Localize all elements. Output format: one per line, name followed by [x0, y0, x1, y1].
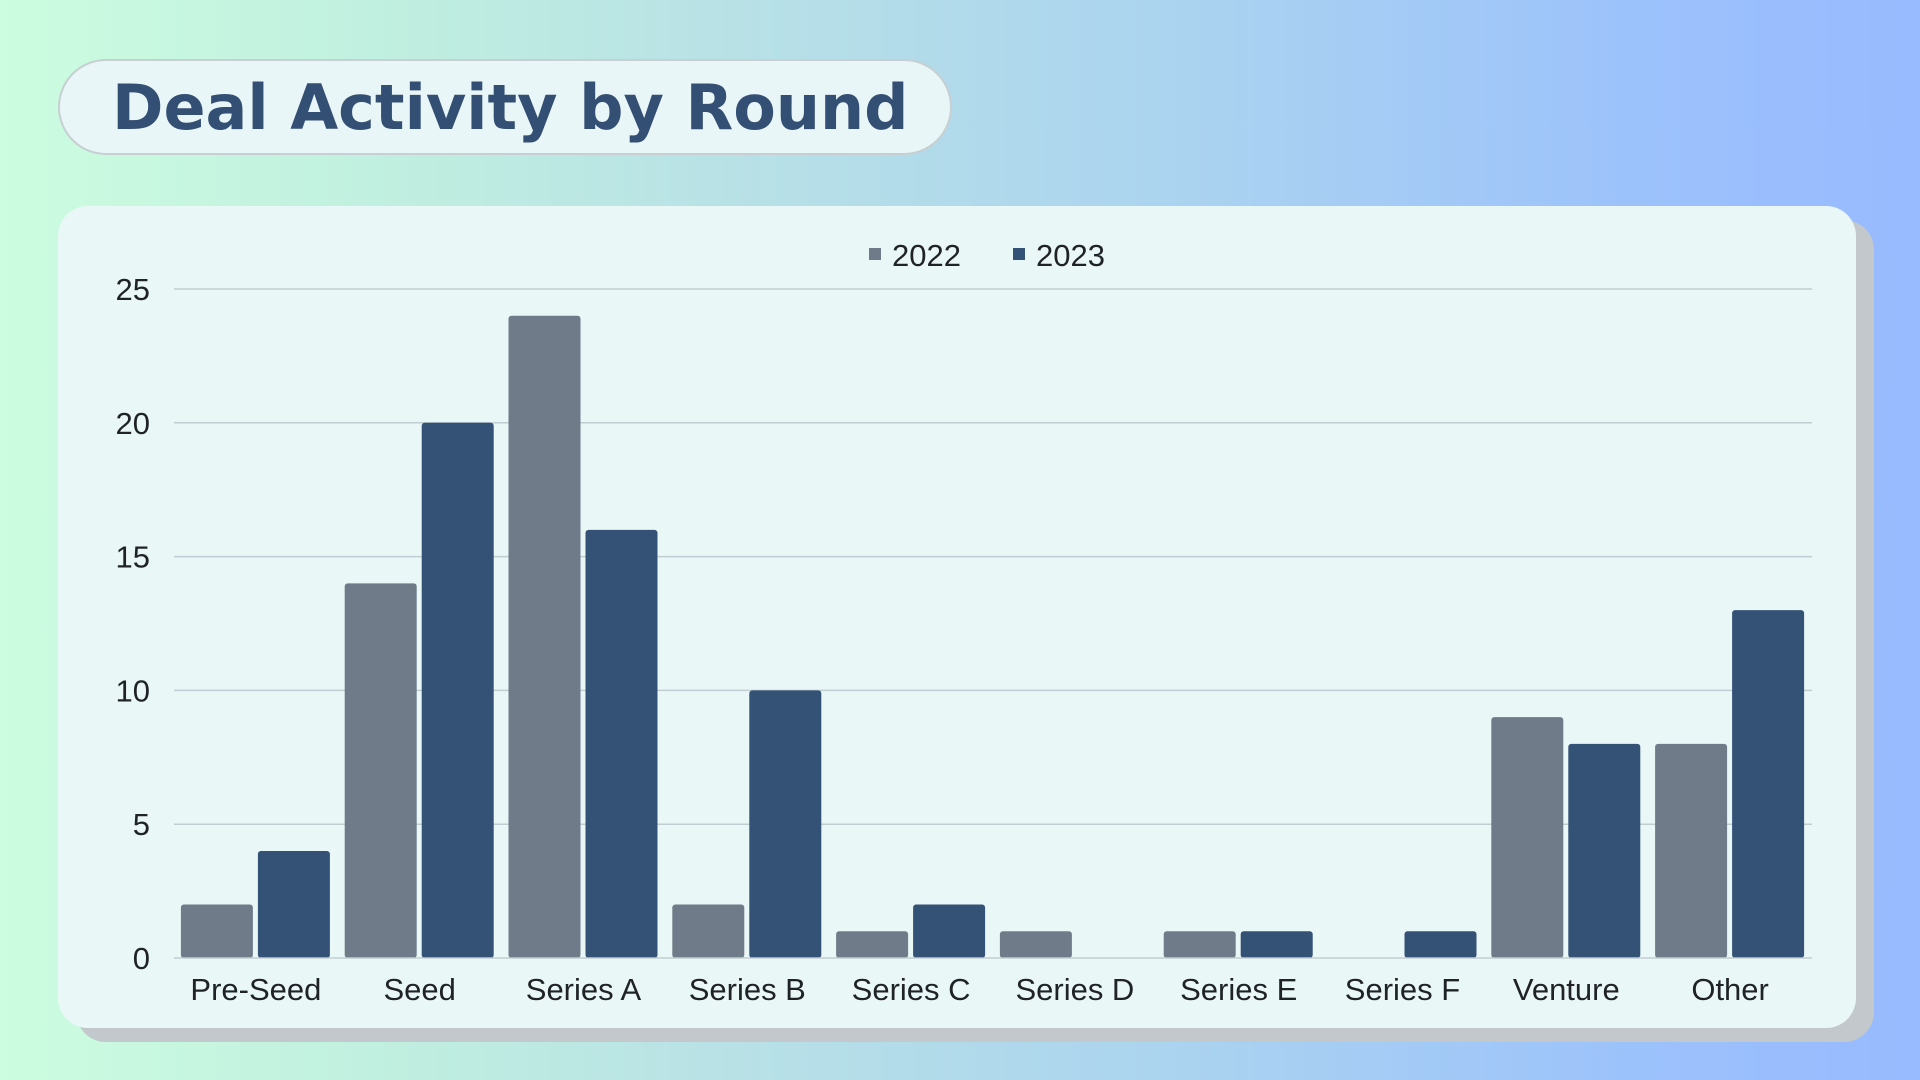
x-tick-label: Seed — [383, 972, 455, 1007]
bar-2022-other — [1655, 743, 1728, 958]
y-tick-label: 20 — [116, 406, 150, 441]
page-title: Deal Activity by Round — [112, 70, 909, 144]
x-tick-label: Other — [1691, 972, 1769, 1007]
bar-2022-series-a — [508, 315, 581, 958]
y-tick-label: 25 — [116, 272, 150, 307]
y-tick-label: 10 — [116, 673, 150, 708]
y-tick-label: 0 — [133, 941, 150, 976]
x-tick-label: Series B — [689, 972, 806, 1007]
y-tick-label: 15 — [116, 540, 150, 575]
bar-2022-series-b — [672, 904, 745, 958]
x-tick-label: Series A — [526, 972, 642, 1007]
bar-2023-other — [1732, 610, 1805, 958]
bar-2023-seed — [421, 422, 494, 958]
y-tick-label: 5 — [133, 807, 150, 842]
bar-2022-series-d — [999, 931, 1072, 958]
x-tick-label: Series F — [1345, 972, 1460, 1007]
x-tick-label: Series E — [1180, 972, 1297, 1007]
x-tick-label: Pre-Seed — [190, 972, 321, 1007]
bar-2023-series-f — [1404, 931, 1477, 958]
bar-2022-series-c — [836, 931, 909, 958]
bar-2022-venture — [1491, 717, 1564, 958]
bar-2023-series-e — [1240, 931, 1313, 958]
legend-label-2023: 2023 — [1036, 238, 1105, 273]
bar-2023-series-b — [749, 690, 822, 958]
bar-2023-venture — [1568, 743, 1641, 958]
x-tick-label: Venture — [1513, 972, 1620, 1007]
legend-swatch-2022 — [869, 248, 881, 260]
legend-swatch-2023 — [1013, 248, 1025, 260]
bar-2022-pre-seed — [180, 904, 253, 958]
x-tick-label: Series C — [852, 972, 971, 1007]
bar-2023-series-c — [913, 904, 986, 958]
bar-2023-series-a — [585, 529, 658, 958]
bar-2022-series-e — [1163, 931, 1236, 958]
x-tick-label: Series D — [1015, 972, 1134, 1007]
bar-2022-seed — [344, 583, 417, 958]
legend-label-2022: 2022 — [892, 238, 961, 273]
title-pill: Deal Activity by Round — [58, 59, 952, 155]
bar-2023-pre-seed — [257, 850, 330, 958]
